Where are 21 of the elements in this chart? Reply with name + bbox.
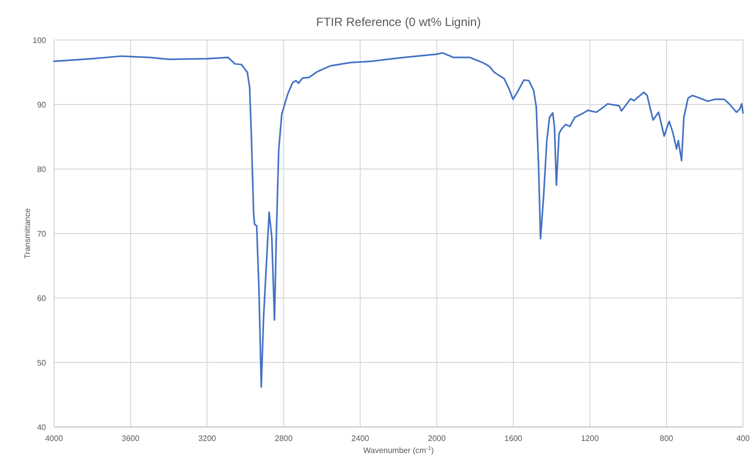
y-tick-label: 40 bbox=[37, 423, 47, 432]
x-axis-title: Wavenumber (cm$^{-1}$) bbox=[363, 446, 434, 455]
y-tick-label: 60 bbox=[37, 294, 47, 303]
y-tick-label: 90 bbox=[37, 100, 47, 110]
y-tick-label: 70 bbox=[37, 230, 47, 238]
x-tick-label: 400 bbox=[736, 434, 750, 443]
chart-title: FTIR Reference (0 wt% Lignin) bbox=[316, 15, 481, 29]
x-tick-label: 2400 bbox=[351, 434, 370, 443]
x-tick-label: 3200 bbox=[198, 434, 217, 443]
y-axis-title: Transmittance bbox=[23, 208, 32, 259]
x-tick-label: 3600 bbox=[122, 434, 140, 443]
x-tick-label: 800 bbox=[660, 434, 674, 443]
x-tick-label: 4000 bbox=[45, 434, 64, 443]
y-tick-label: 50 bbox=[37, 358, 47, 368]
x-tick-label: 2800 bbox=[274, 434, 294, 443]
x-tick-label: 1200 bbox=[580, 434, 600, 443]
y-tick-label: 100 bbox=[32, 36, 47, 45]
x-tick-label: 1600 bbox=[504, 434, 523, 443]
y-tick-label: 80 bbox=[37, 165, 47, 174]
line-series bbox=[53, 52, 744, 388]
x-tick-label: 2000 bbox=[428, 434, 446, 443]
